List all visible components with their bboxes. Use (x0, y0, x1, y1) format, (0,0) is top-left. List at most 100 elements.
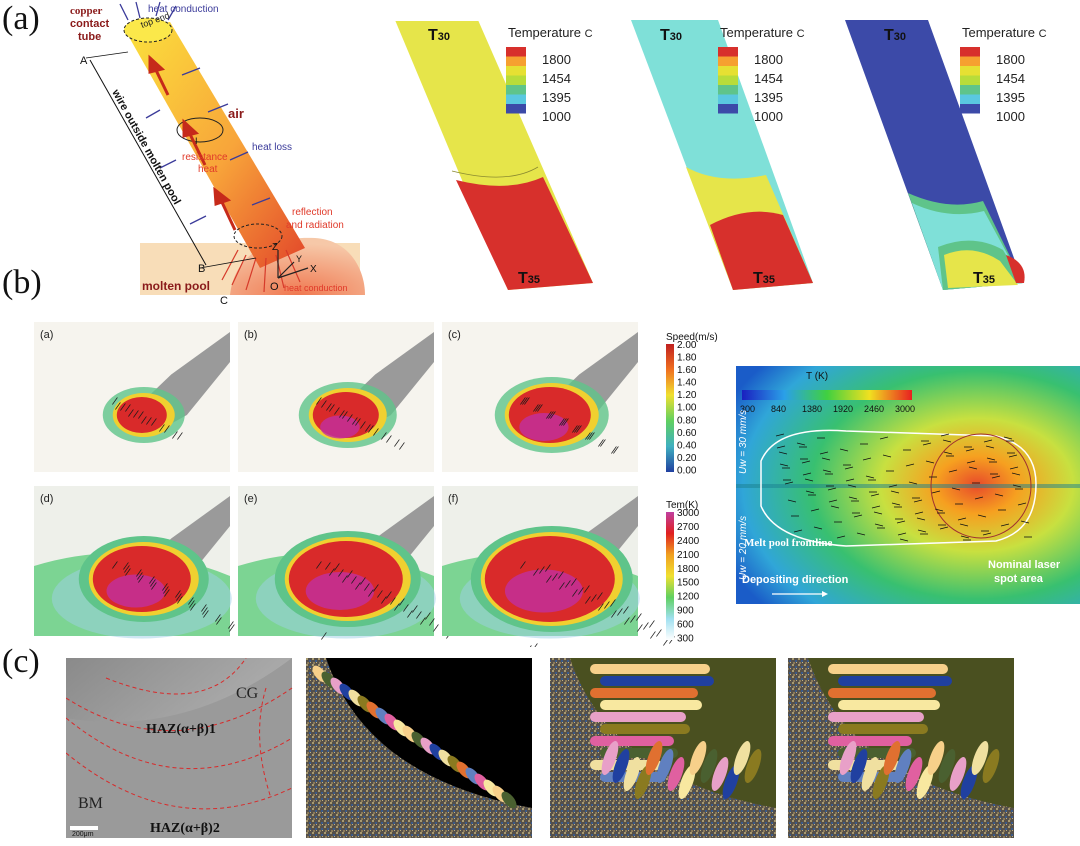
legend-value: 1000 (542, 109, 571, 124)
t-colorbar (742, 390, 912, 400)
legend-swatch (960, 94, 980, 104)
sim-frame-label: (d) (40, 493, 53, 505)
legend-value: 1800 (542, 52, 571, 67)
legend-value: 1000 (754, 109, 783, 124)
legend-swatch (718, 56, 738, 66)
axis-y: Y (296, 254, 302, 264)
sim-frame-4: (d) (34, 486, 235, 639)
t-colorbar-tick: 300 (740, 404, 755, 414)
t-colorbar-tick: 1920 (833, 404, 853, 414)
label-resistance: resistance (182, 152, 228, 163)
optical-micrograph: CG HAZ(α+β)1 HAZ(α+β)2 BM 200μm (66, 658, 293, 838)
label-tube: tube (78, 31, 101, 43)
point-b: B (198, 263, 205, 275)
sim-frame-6: (f) (442, 486, 675, 653)
legend-value: 1395 (996, 90, 1025, 105)
temperature-field-map: T (K) 300 840 1380 1920 2460 3000 Uw = 30 mm/… (736, 366, 1080, 604)
legend-swatch (718, 85, 738, 95)
legend-swatch (718, 104, 738, 114)
legend-swatch (718, 66, 738, 76)
legend-swatch (960, 85, 980, 95)
point-i: I (195, 136, 198, 146)
tem-colorbar-tick: 2700 (677, 522, 700, 533)
panel-label-b: (b) (2, 264, 42, 301)
speed-colorbar-tick: 1.60 (677, 365, 697, 376)
wire1-label-top: T30 (428, 27, 450, 44)
legend-swatch (960, 56, 980, 66)
cg-label: CG (236, 685, 259, 702)
t-label: T (K) (806, 371, 828, 382)
label-heat-loss: heat loss (252, 142, 292, 153)
sim-frame-2: (b) (238, 322, 434, 472)
speed-colorbar-tick: 0.20 (677, 453, 697, 464)
wire3-label-bottom: T35 (973, 270, 995, 287)
sim-frame-label: (a) (40, 329, 53, 341)
wire2-label-top: T30 (660, 27, 682, 44)
legend-swatch (960, 75, 980, 85)
wire1-label-bottom: T35 (518, 270, 540, 287)
wire-body (125, 22, 305, 268)
label-copper: copper (70, 5, 103, 17)
temperature-wires: T30 T35 T30 T35 T30 T35 Temperature C 180… (393, 19, 1047, 290)
wire-schematic: copper contact tube top end heat conduct… (70, 1, 365, 305)
laser-spot-circle (930, 433, 1032, 539)
bm-label: BM (78, 795, 103, 812)
legend-title: Temperature C (720, 25, 805, 40)
speed-colorbar-tick: 0.60 (677, 428, 697, 439)
legend-swatch (718, 94, 738, 104)
legend-swatch (718, 47, 738, 57)
speed-colorbar-tick: 0.80 (677, 415, 697, 426)
haz2-label: HAZ(α+β)2 (150, 821, 220, 836)
legend-swatch (506, 47, 526, 57)
t-colorbar-tick: 1380 (802, 404, 822, 414)
legend-title: Temperature C (508, 25, 593, 40)
legend-swatch (960, 66, 980, 76)
sim-frame-label: (c) (448, 329, 461, 341)
legend-swatch (506, 75, 526, 85)
haz1-label: HAZ(α+β)1 (146, 722, 216, 737)
legend-value: 1395 (542, 90, 571, 105)
dimension-line (89, 59, 207, 266)
tem-colorbar-tick: 3000 (677, 508, 700, 519)
speed-colorbar-tick: 0.00 (677, 465, 697, 476)
legend-swatch (960, 47, 980, 57)
axis-x: X (310, 264, 317, 275)
legend-swatch (506, 56, 526, 66)
label-heat-conduction-top: heat conduction (148, 4, 219, 15)
tem-colorbar-tick: 1500 (677, 578, 700, 589)
legend-swatch (506, 85, 526, 95)
wire-top-end (123, 17, 173, 43)
legend-swatch (506, 66, 526, 76)
wire-section-bottom (233, 223, 283, 249)
tem-colorbar-tick: 2400 (677, 536, 700, 547)
grain-map-1 (306, 658, 532, 838)
scale-bar-label: 200μm (72, 831, 94, 838)
legend-swatch (506, 104, 526, 114)
legend-swatch (506, 94, 526, 104)
label-air: air (228, 106, 244, 121)
depositing-label: Depositing direction (742, 574, 849, 586)
tem-colorbar-title: Tem(K) (666, 500, 698, 511)
tem-colorbar-tick: 900 (677, 606, 694, 617)
wire-t30-case2 (631, 20, 813, 290)
point-a: A (80, 55, 88, 67)
speed-colorbar-title: Speed(m/s) (666, 332, 718, 343)
grain-map-3 (788, 658, 1014, 838)
sim-frame-3: (c) (442, 322, 638, 472)
wire-section-mid (176, 117, 224, 143)
tem-colorbar-tick: 1200 (677, 592, 700, 603)
tem-colorbar-tick: 2100 (677, 550, 700, 561)
label-contact: contact (70, 18, 109, 30)
sim-frame-5: (e) (238, 486, 452, 640)
label-heat-conduction-bottom: heat conduction (284, 283, 348, 293)
speed-colorbar-tick: 1.20 (677, 390, 697, 401)
wire-t30-case1 (393, 19, 593, 290)
sim-frame-1: (a) (34, 322, 230, 472)
legend-swatch (960, 104, 980, 114)
legend-title: Temperature C (962, 25, 1047, 40)
t-colorbar-tick: 3000 (895, 404, 915, 414)
melt-pool-outline (760, 429, 1037, 547)
speed-colorbar (666, 344, 674, 472)
legend-value: 1454 (996, 71, 1025, 86)
legend-value: 1000 (996, 109, 1025, 124)
